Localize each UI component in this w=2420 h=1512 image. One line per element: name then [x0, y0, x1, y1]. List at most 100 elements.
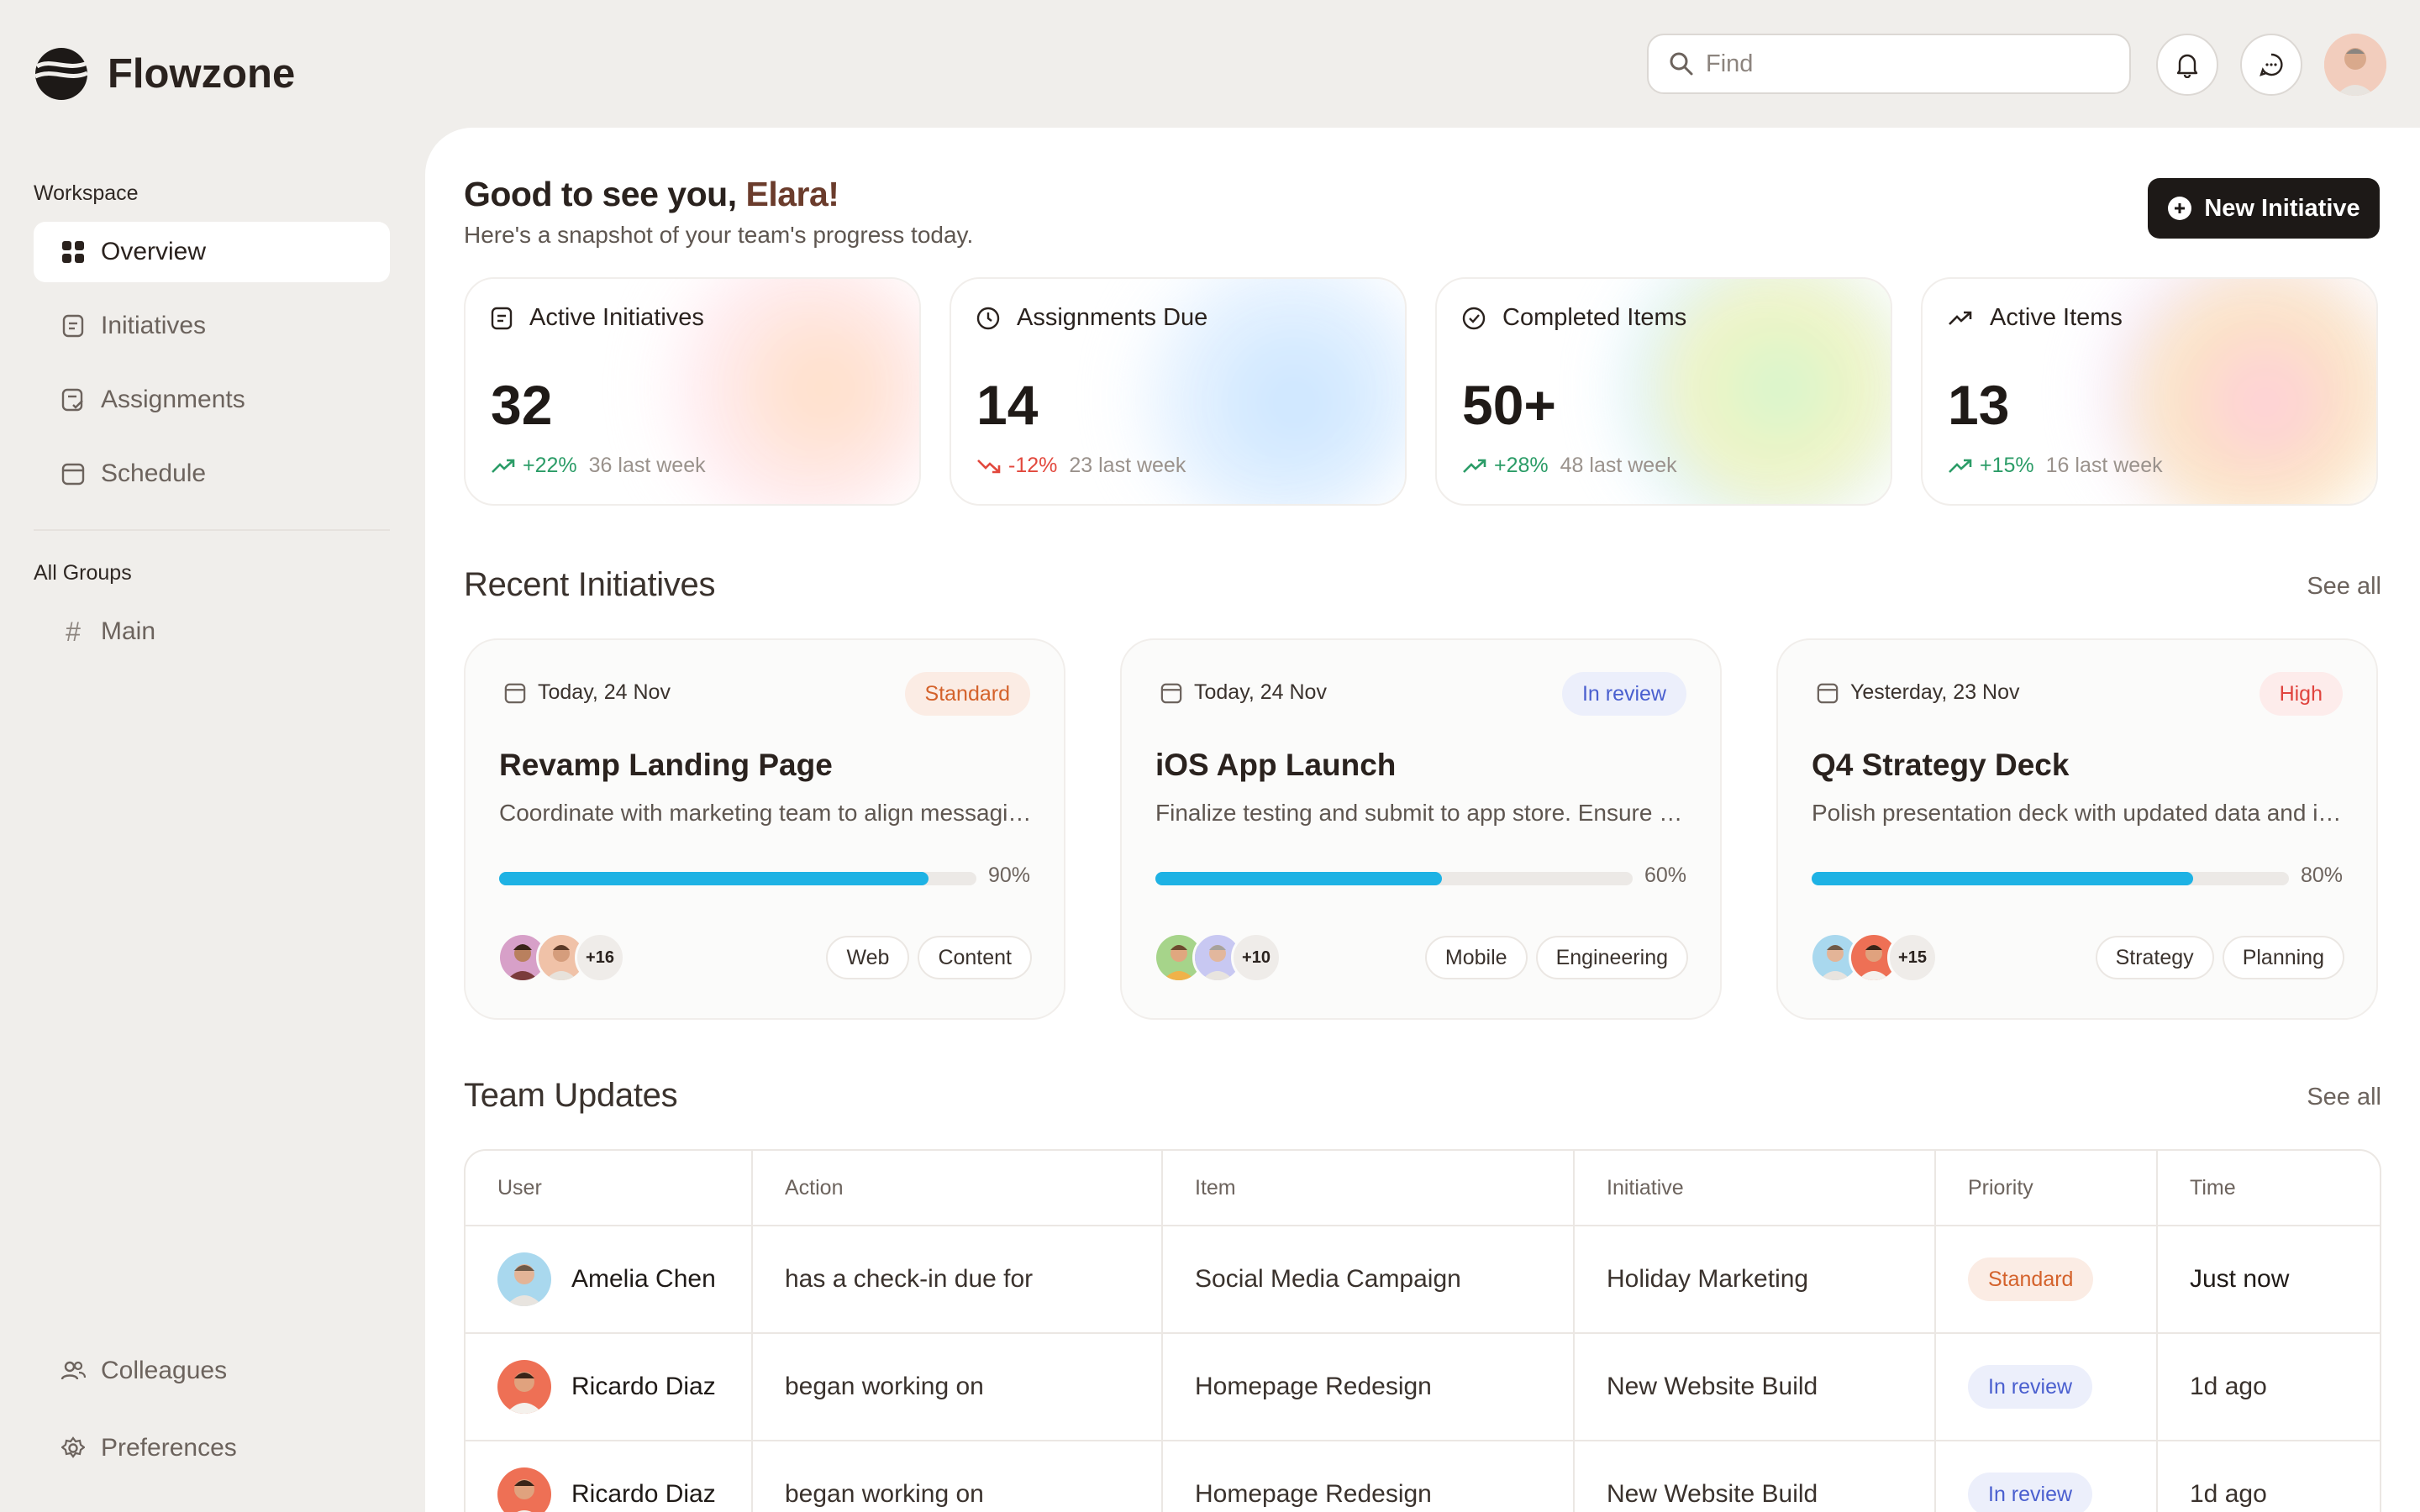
progress-fill: [1155, 872, 1442, 885]
main-panel: Good to see you, Elara! Here's a snapsho…: [425, 128, 2420, 1512]
user-name: Ricardo Diaz: [571, 1373, 716, 1400]
cell-priority: Standard: [1936, 1226, 2158, 1332]
column-header-action[interactable]: Action: [753, 1151, 1163, 1225]
new-initiative-button[interactable]: New Initiative: [2148, 178, 2380, 239]
brand[interactable]: Flowzone: [34, 40, 295, 108]
stat-change-value: +15%: [1980, 454, 2034, 477]
search-bar[interactable]: [1647, 34, 2131, 94]
initiative-card[interactable]: Today, 24 Nov In review iOS App Launch F…: [1120, 638, 1722, 1020]
tag[interactable]: Engineering: [1535, 936, 1688, 979]
stat-header: Active Items: [1948, 304, 2123, 332]
brand-name: Flowzone: [108, 51, 296, 97]
sidebar-item-label: Assignments: [101, 386, 245, 413]
notifications-button[interactable]: [2156, 34, 2218, 96]
tag-list: Web Content: [826, 936, 1032, 979]
hash-icon: #: [66, 616, 81, 647]
column-header-user[interactable]: User: [466, 1151, 753, 1225]
tag[interactable]: Planning: [2222, 936, 2344, 979]
assignee-avatars[interactable]: +10: [1154, 932, 1281, 983]
sidebar-item-label: Schedule: [101, 459, 207, 487]
priority-badge: Standard: [904, 672, 1030, 716]
stat-glow: [2099, 279, 2376, 504]
brand-logo-icon: [34, 48, 89, 100]
priority-badge: In review: [1968, 1365, 2093, 1409]
column-header-time[interactable]: Time: [2190, 1175, 2236, 1200]
cell-item: Homepage Redesign: [1163, 1441, 1575, 1512]
tag-list: Strategy Planning: [2095, 936, 2344, 979]
tag[interactable]: Web: [826, 936, 910, 979]
initiative-date-text: Yesterday, 23 Nov: [1850, 680, 2020, 704]
updates-see-all-link[interactable]: See all: [2307, 1084, 2381, 1110]
stat-change-value: +22%: [523, 454, 577, 477]
cell-priority: In review: [1936, 1334, 2158, 1440]
stat-label: Active Initiatives: [529, 304, 704, 331]
column-header-item[interactable]: Item: [1163, 1151, 1575, 1225]
more-assignees-count: +10: [1231, 932, 1281, 983]
document-icon: [491, 307, 513, 329]
stat-last-week: 36 last week: [588, 454, 706, 477]
new-initiative-label: New Initiative: [2204, 194, 2360, 222]
grid-icon: [60, 239, 86, 265]
cell-user: Ricardo Diaz: [466, 1334, 753, 1440]
tag[interactable]: Strategy: [2095, 936, 2214, 979]
more-assignees-count: +16: [575, 932, 625, 983]
initiative-card[interactable]: Yesterday, 23 Nov High Q4 Strategy Deck …: [1776, 638, 2378, 1020]
search-input[interactable]: [1706, 50, 2092, 78]
more-assignees-count: +15: [1887, 932, 1938, 983]
stat-change: +28% 48 last week: [1462, 454, 1677, 478]
sidebar-item-colleagues[interactable]: Colleagues: [34, 1341, 390, 1401]
progress-fill: [499, 872, 929, 885]
sidebar-item-initiatives[interactable]: Initiatives: [34, 296, 390, 356]
sidebar-item-assignments[interactable]: Assignments: [34, 370, 390, 430]
progress-label: 80%: [2300, 864, 2343, 887]
sidebar-item-label: Preferences: [101, 1434, 237, 1462]
stat-label: Assignments Due: [1017, 304, 1208, 331]
table-header-row: User Action Item Initiative Priority Tim…: [466, 1151, 2380, 1226]
trend-up-icon: [492, 459, 515, 473]
column-header-initiative[interactable]: Initiative: [1575, 1151, 1936, 1225]
cell-time: 1d ago: [2190, 1480, 2267, 1508]
initiative-card[interactable]: Today, 24 Nov Standard Revamp Landing Pa…: [464, 638, 1065, 1020]
progress-bar: [1155, 872, 1633, 885]
stat-value: 32: [491, 374, 553, 436]
cell-item: Social Media Campaign: [1163, 1226, 1575, 1332]
sidebar-item-main[interactable]: # Main: [34, 601, 390, 662]
stat-card-assignments-due[interactable]: Assignments Due 14 -12% 23 last week: [950, 277, 1407, 506]
tag[interactable]: Mobile: [1424, 936, 1528, 979]
cell-initiative: Holiday Marketing: [1575, 1226, 1936, 1332]
cell-item: Homepage Redesign: [1163, 1334, 1575, 1440]
initiative-date: Yesterday, 23 Nov: [1817, 680, 2020, 705]
sidebar-item-schedule[interactable]: Schedule: [34, 444, 390, 504]
assignee-avatars[interactable]: +15: [1810, 932, 1938, 983]
stat-card-active-items[interactable]: Active Items 13 +15% 16 last week: [1921, 277, 2378, 506]
messages-button[interactable]: [2240, 34, 2302, 96]
avatar: [1810, 932, 1860, 983]
tag[interactable]: Content: [918, 936, 1032, 979]
trend-up-icon: [1463, 459, 1486, 473]
table-row[interactable]: Ricardo Diaz began working on Homepage R…: [466, 1334, 2380, 1441]
recent-see-all-link[interactable]: See all: [2307, 573, 2381, 600]
assignee-avatars[interactable]: +16: [497, 932, 625, 983]
stat-header: Active Initiatives: [491, 304, 704, 332]
priority-badge: In review: [1561, 672, 1686, 716]
user-avatar[interactable]: [2324, 34, 2386, 96]
avatar: [1154, 932, 1204, 983]
stat-card-active-initiatives[interactable]: Active Initiatives 32 +22% 36 last week: [464, 277, 921, 506]
initiative-description: Finalize testing and submit to app store…: [1155, 800, 1693, 826]
initiative-description: Coordinate with marketing team to align …: [499, 800, 1037, 826]
search-icon: [1670, 52, 1693, 76]
table-row[interactable]: Amelia Chen has a check-in due for Socia…: [466, 1226, 2380, 1334]
cell-time: Just now: [2190, 1265, 2290, 1293]
recent-initiatives-title: Recent Initiatives: [464, 566, 716, 603]
column-header-priority[interactable]: Priority: [1936, 1151, 2158, 1225]
plus-circle-icon: [2168, 197, 2192, 220]
sidebar-section-groups: All Groups: [34, 561, 132, 585]
stat-value: 14: [976, 374, 1039, 436]
stat-card-completed-items[interactable]: Completed Items 50+ +28% 48 last week: [1435, 277, 1892, 506]
sidebar-item-preferences[interactable]: Preferences: [34, 1418, 390, 1478]
sidebar-item-overview[interactable]: Overview: [34, 222, 390, 282]
bell-icon: [2176, 54, 2198, 78]
priority-badge: High: [2259, 672, 2343, 716]
gear-icon: [60, 1436, 86, 1461]
table-row[interactable]: Ricardo Diaz began working on Homepage R…: [466, 1441, 2380, 1512]
